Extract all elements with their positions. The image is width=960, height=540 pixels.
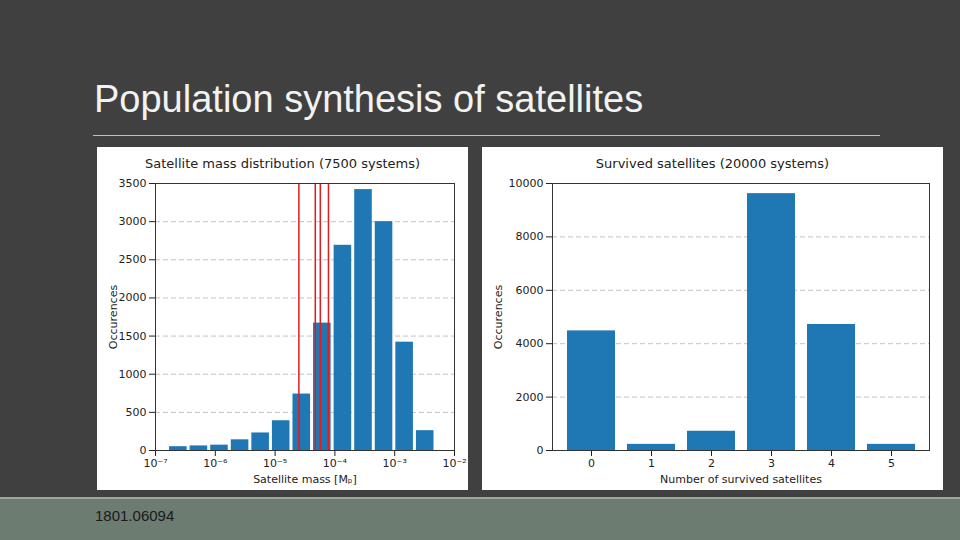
svg-text:2000: 2000: [119, 291, 147, 304]
svg-text:Occurences: Occurences: [492, 285, 505, 350]
svg-text:Number of survived satellites: Number of survived satellites: [660, 473, 822, 486]
svg-text:1000: 1000: [119, 368, 147, 381]
svg-text:5: 5: [888, 457, 895, 470]
svg-text:1: 1: [648, 457, 655, 470]
html-text:1801.06094: 1801.06094: [95, 507, 175, 524]
html-text:Population synthesis of satell: Population synthesis of satellites: [94, 78, 644, 120]
svg-text:10⁻²: 10⁻²: [442, 457, 466, 470]
svg-text:2500: 2500: [119, 253, 147, 266]
svg-text:0: 0: [537, 444, 544, 457]
svg-text:500: 500: [126, 406, 147, 419]
svg-text:10⁻⁴: 10⁻⁴: [323, 457, 348, 470]
svg-text:3000: 3000: [119, 215, 147, 228]
svg-text:4000: 4000: [516, 337, 544, 350]
svg-text:0: 0: [588, 457, 595, 470]
svg-text:3500: 3500: [119, 177, 147, 190]
svg-text:2000: 2000: [516, 391, 544, 404]
svg-text:Satellite mass [Mₚ]: Satellite mass [Mₚ]: [253, 473, 357, 486]
svg-text:1500: 1500: [119, 330, 147, 343]
svg-text:10⁻³: 10⁻³: [383, 457, 407, 470]
svg-text:2: 2: [708, 457, 715, 470]
svg-text:Occurences: Occurences: [107, 285, 120, 350]
svg-text:0: 0: [140, 444, 147, 457]
svg-text:4: 4: [828, 457, 835, 470]
svg-text:10⁻⁵: 10⁻⁵: [263, 457, 287, 470]
svg-text:6000: 6000: [516, 284, 544, 297]
svg-text:3: 3: [768, 457, 775, 470]
svg-text:8000: 8000: [516, 230, 544, 243]
html-text:Satellite mass distribution (7: Satellite mass distribution (7500 system…: [145, 156, 420, 171]
svg-text:10⁻⁶: 10⁻⁶: [203, 457, 228, 470]
svg-text:10⁻⁷: 10⁻⁷: [143, 457, 167, 470]
svg-text:10000: 10000: [509, 177, 544, 190]
html-text:Survived satellites (20000 sys: Survived satellites (20000 systems): [595, 156, 830, 171]
